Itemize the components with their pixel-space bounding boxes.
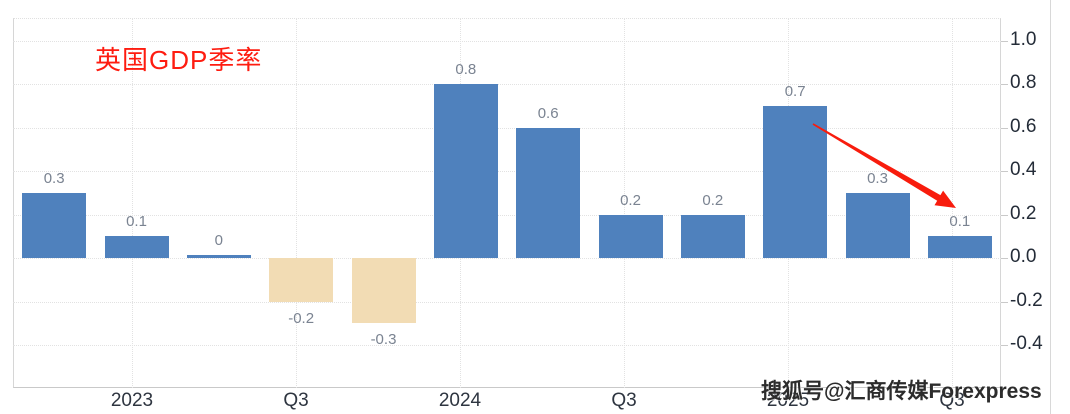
y-tick-label: -0.2 <box>1010 289 1043 311</box>
y-tick-label: 0.2 <box>1010 202 1037 224</box>
h-gridline <box>13 40 1001 42</box>
y-tick-label: 0.4 <box>1010 159 1037 180</box>
h-gridline <box>13 258 1001 259</box>
x-tick-label: Q3 <box>611 390 637 411</box>
bar <box>680 214 745 258</box>
watermark: 搜狐号@汇商传媒Forexpress <box>761 380 1042 403</box>
h-gridline <box>13 84 1001 85</box>
v-gridline <box>624 18 625 388</box>
bar-value-label: -0.2 <box>288 309 315 327</box>
chart-title: 英国GDP季率 <box>95 45 263 75</box>
bar <box>186 255 251 258</box>
h-gridline <box>13 214 1001 216</box>
v-gridline <box>952 18 953 388</box>
y-axis-tick <box>1001 171 1008 172</box>
bar <box>927 236 992 258</box>
bar <box>845 192 910 258</box>
bar-value-label: 0.6 <box>537 104 559 122</box>
y-tick-label: 0.0 <box>1010 246 1037 267</box>
y-tick-label: 1.0 <box>1010 28 1037 50</box>
bar <box>269 258 334 302</box>
bar-value-label: 0.3 <box>867 169 888 187</box>
h-gridline <box>13 345 1001 346</box>
y-tick-label: -0.4 <box>1010 333 1043 354</box>
bar <box>351 258 416 324</box>
bar-value-label: -0.3 <box>370 331 397 349</box>
bar-value-label: 0.8 <box>455 61 477 78</box>
bar-value-label: 0.1 <box>126 213 147 231</box>
bar-value-label: 0.2 <box>702 191 724 209</box>
y-tick-label: 0.6 <box>1010 115 1037 137</box>
y-axis-tick <box>1001 345 1008 346</box>
bar <box>598 214 663 258</box>
bar-value-label: 0.2 <box>620 191 641 209</box>
panel-right-border <box>1050 0 1051 414</box>
plot-area <box>13 18 1001 388</box>
bar <box>516 127 581 258</box>
h-gridline <box>13 301 1001 303</box>
h-gridline <box>13 127 1001 129</box>
bar <box>763 105 828 258</box>
x-tick-label: 2024 <box>438 390 482 411</box>
x-tick-label: Q3 <box>283 390 309 411</box>
y-axis-tick <box>1001 301 1008 303</box>
bar-value-label: 0 <box>214 232 223 249</box>
bar <box>22 192 87 258</box>
y-axis-tick <box>1001 214 1008 216</box>
x-tick-label: 2023 <box>110 390 154 411</box>
x-tick-label: Q3 <box>939 390 965 411</box>
bar-value-label: 0.1 <box>949 213 971 231</box>
y-tick-label: 0.8 <box>1010 72 1037 93</box>
bar-value-label: 0.7 <box>784 82 806 100</box>
v-gridline <box>296 18 297 388</box>
y-axis-tick <box>1001 127 1008 129</box>
bar-value-label: 0.3 <box>43 169 65 187</box>
x-tick-label: 2025 <box>766 390 810 411</box>
y-axis-tick <box>1001 84 1008 85</box>
h-gridline <box>13 171 1001 172</box>
bar <box>433 84 498 258</box>
v-gridline <box>132 18 133 388</box>
y-axis-tick <box>1001 258 1008 259</box>
bar <box>104 236 169 258</box>
y-axis-tick <box>1001 40 1008 42</box>
